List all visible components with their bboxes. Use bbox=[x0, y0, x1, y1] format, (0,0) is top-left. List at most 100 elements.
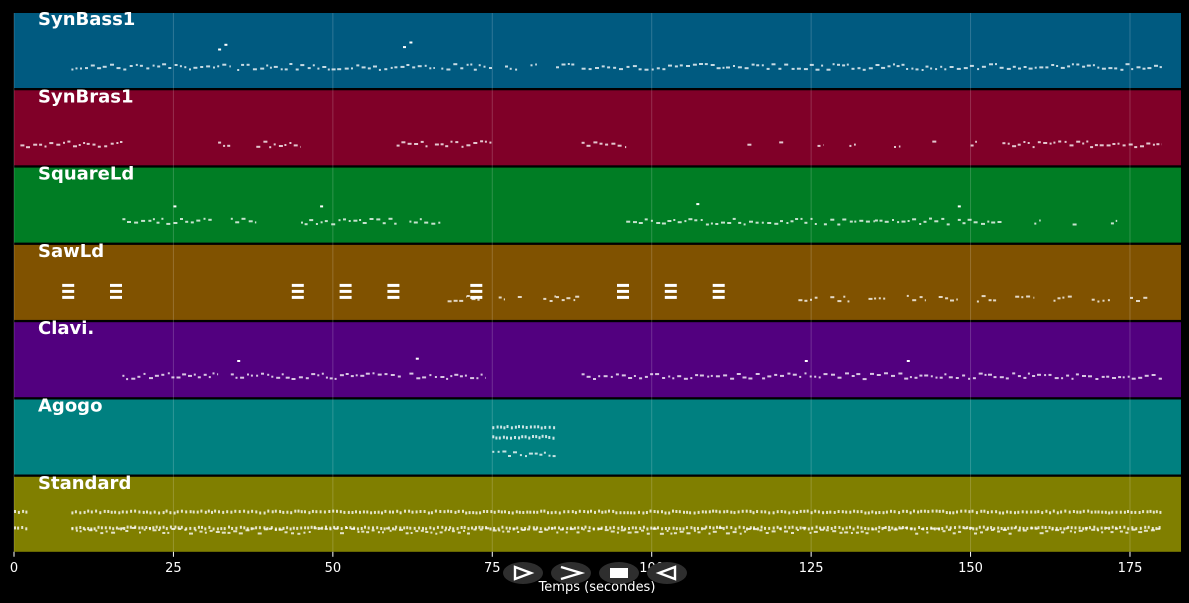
note bbox=[867, 511, 870, 515]
note bbox=[126, 378, 129, 381]
note bbox=[383, 527, 386, 531]
note bbox=[189, 526, 192, 530]
note bbox=[844, 531, 849, 534]
note bbox=[218, 141, 222, 144]
note bbox=[373, 65, 377, 68]
note bbox=[1055, 529, 1060, 532]
note bbox=[1079, 510, 1082, 514]
note bbox=[730, 510, 733, 514]
note bbox=[99, 511, 102, 515]
fast-forward-button[interactable] bbox=[551, 562, 591, 584]
note bbox=[593, 378, 596, 380]
note bbox=[349, 526, 352, 530]
note bbox=[604, 510, 607, 514]
playback-controls[interactable] bbox=[503, 562, 687, 584]
note bbox=[1136, 66, 1141, 69]
note bbox=[180, 525, 183, 529]
note bbox=[414, 143, 419, 145]
note bbox=[942, 509, 945, 513]
note bbox=[510, 426, 513, 430]
note bbox=[809, 63, 814, 66]
note bbox=[919, 374, 923, 377]
note bbox=[1149, 509, 1152, 513]
note bbox=[586, 144, 591, 147]
note bbox=[617, 144, 622, 147]
note bbox=[1078, 526, 1081, 530]
note bbox=[690, 526, 693, 530]
note bbox=[1044, 374, 1047, 377]
note bbox=[962, 526, 965, 529]
play-button[interactable] bbox=[503, 562, 543, 584]
note bbox=[612, 525, 615, 529]
note bbox=[892, 219, 894, 221]
note bbox=[668, 511, 671, 515]
note bbox=[641, 529, 644, 532]
rewind-button-bg bbox=[647, 562, 687, 584]
note bbox=[384, 68, 388, 71]
note bbox=[540, 426, 543, 430]
note bbox=[921, 69, 924, 71]
stop-button[interactable] bbox=[599, 562, 639, 584]
note bbox=[934, 220, 939, 223]
note bbox=[366, 510, 369, 514]
note bbox=[95, 529, 98, 532]
note bbox=[466, 295, 470, 297]
note bbox=[424, 221, 429, 224]
note bbox=[1021, 296, 1024, 299]
note bbox=[387, 295, 400, 299]
note bbox=[425, 531, 429, 533]
note bbox=[1140, 145, 1144, 148]
note bbox=[376, 526, 379, 530]
note bbox=[829, 510, 832, 514]
note bbox=[1150, 529, 1155, 532]
note bbox=[14, 510, 16, 513]
note bbox=[237, 69, 240, 71]
note bbox=[394, 66, 398, 69]
note bbox=[552, 455, 556, 458]
note bbox=[1062, 296, 1065, 299]
note bbox=[522, 511, 525, 514]
note bbox=[278, 145, 283, 147]
note bbox=[193, 526, 196, 530]
note bbox=[956, 298, 958, 301]
note bbox=[792, 510, 795, 514]
note bbox=[479, 528, 483, 531]
note bbox=[1151, 527, 1154, 530]
note bbox=[75, 529, 78, 532]
note bbox=[826, 526, 829, 529]
note bbox=[913, 509, 915, 513]
note bbox=[882, 511, 885, 515]
note bbox=[468, 511, 471, 515]
note bbox=[978, 372, 983, 375]
note bbox=[111, 531, 116, 534]
rewind-button[interactable] bbox=[647, 562, 687, 584]
note bbox=[803, 527, 806, 531]
note bbox=[969, 64, 974, 67]
note bbox=[475, 511, 478, 515]
note bbox=[21, 526, 24, 529]
note bbox=[300, 64, 305, 67]
note bbox=[125, 530, 129, 532]
note bbox=[390, 374, 395, 376]
note bbox=[123, 68, 127, 71]
note bbox=[157, 65, 161, 68]
note bbox=[1155, 527, 1158, 531]
note bbox=[677, 221, 682, 224]
note bbox=[902, 509, 905, 513]
note bbox=[780, 510, 783, 513]
note bbox=[1012, 65, 1016, 68]
note bbox=[1045, 530, 1049, 533]
note bbox=[394, 528, 397, 531]
note bbox=[1088, 526, 1091, 530]
note bbox=[1058, 140, 1062, 143]
note bbox=[664, 289, 677, 293]
note bbox=[1037, 526, 1040, 530]
note bbox=[982, 525, 985, 529]
note bbox=[590, 509, 592, 513]
note bbox=[73, 145, 77, 148]
note bbox=[291, 378, 296, 380]
note bbox=[973, 221, 978, 224]
note bbox=[804, 372, 807, 375]
note bbox=[981, 222, 985, 225]
note bbox=[432, 527, 435, 531]
